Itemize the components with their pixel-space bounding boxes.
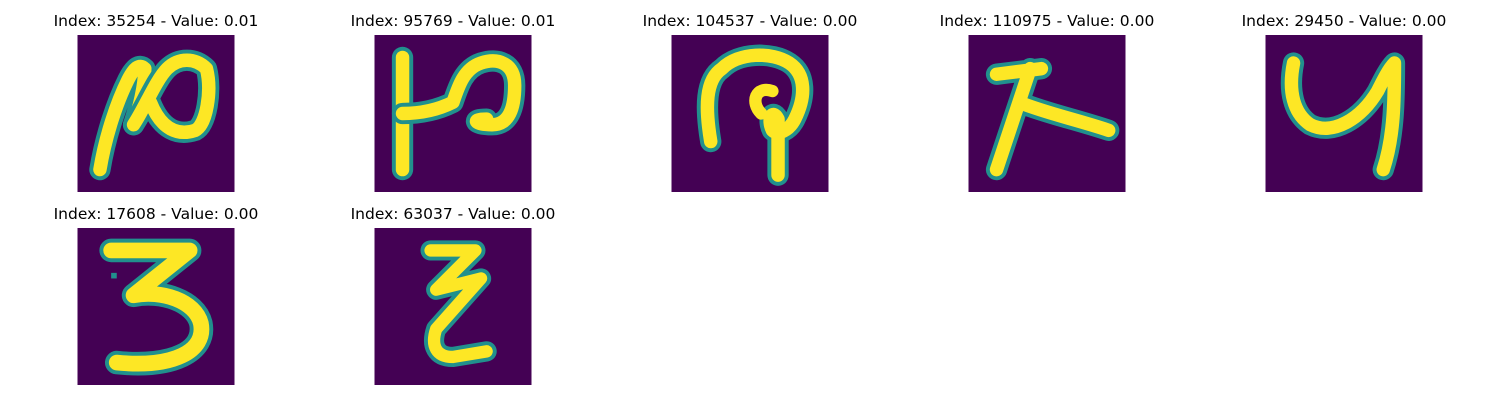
- panel-title: Index: 95769 - Value: 0.01: [350, 12, 556, 30]
- handwritten-glyph-image: [671, 35, 829, 192]
- image-panel-6: Index: 17608 - Value: 0.00: [6, 205, 306, 395]
- handwritten-glyph-image: [77, 228, 235, 385]
- handwritten-glyph-image: [374, 35, 532, 192]
- handwritten-glyph-image: [77, 35, 235, 192]
- panel-title: Index: 35254 - Value: 0.01: [53, 12, 259, 30]
- handwritten-glyph-image: [374, 228, 532, 385]
- image-panel-4: Index: 110975 - Value: 0.00: [897, 12, 1197, 202]
- panel-title: Index: 63037 - Value: 0.00: [350, 205, 556, 223]
- image-panel-3: Index: 104537 - Value: 0.00: [600, 12, 900, 202]
- panel-title: Index: 110975 - Value: 0.00: [939, 12, 1155, 30]
- handwritten-glyph-image: [968, 35, 1126, 192]
- handwritten-glyph-image: [1265, 35, 1423, 192]
- panel-title: Index: 17608 - Value: 0.00: [53, 205, 259, 223]
- image-panel-2: Index: 95769 - Value: 0.01: [303, 12, 603, 202]
- panel-title: Index: 104537 - Value: 0.00: [642, 12, 858, 30]
- image-panel-5: Index: 29450 - Value: 0.00: [1194, 12, 1494, 202]
- panel-title: Index: 29450 - Value: 0.00: [1241, 12, 1447, 30]
- image-panel-7: Index: 63037 - Value: 0.00: [303, 205, 603, 395]
- image-panel-1: Index: 35254 - Value: 0.01: [6, 12, 306, 202]
